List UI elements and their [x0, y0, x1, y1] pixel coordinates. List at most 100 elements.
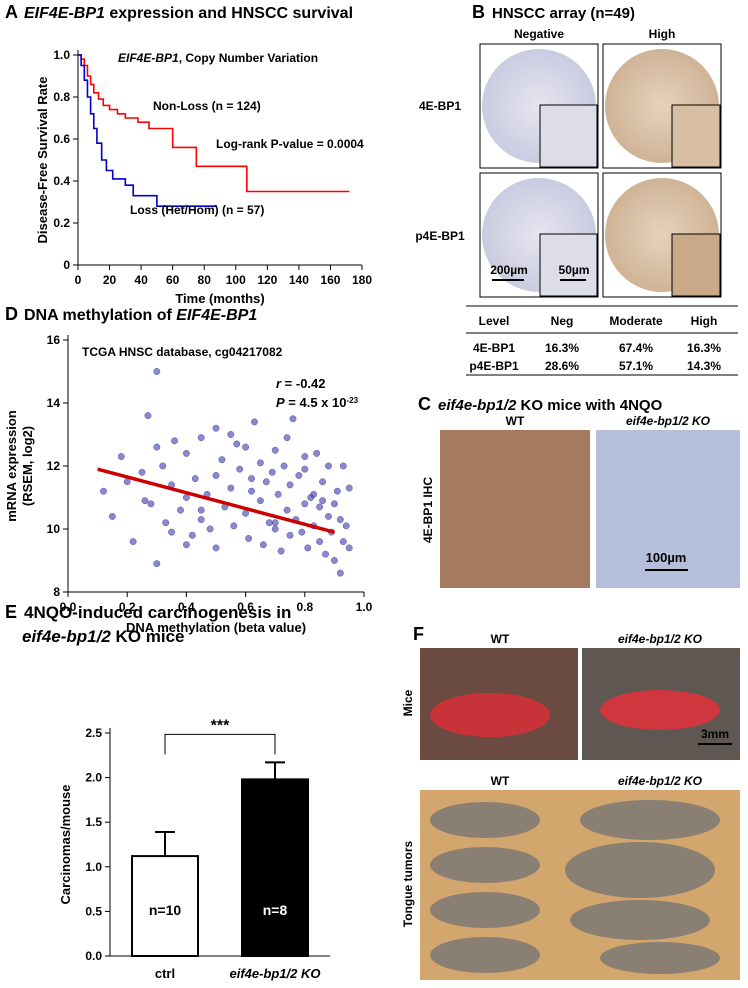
point — [259, 541, 267, 549]
annotation: Log-rank P-value = 0.0004 — [216, 137, 364, 151]
ihc-images — [440, 430, 740, 588]
panel-f-text: F WT eif4e-bp1/2 KO WT eif4e-bp1/2 KO Mi… — [401, 624, 729, 927]
x-tick-label: 0.4 — [178, 600, 195, 614]
point — [138, 468, 146, 476]
x-axis-label: DNA methylation (beta value) — [126, 620, 306, 635]
point — [283, 506, 291, 514]
column-label: WT — [506, 414, 525, 428]
y-tick-label: 1.0 — [85, 860, 102, 874]
survival-curve — [78, 54, 217, 207]
axes: 8 10 12 14 16 0.0 0.2 0.4 0.6 0.8 1.0 — [47, 333, 373, 614]
point — [153, 560, 161, 568]
text-part: eif4e-bp1/2 — [22, 627, 111, 646]
column-label: WT — [491, 774, 510, 788]
table-cell: 4E-BP1 — [473, 341, 515, 355]
table-header: Neg — [551, 314, 574, 328]
point — [319, 497, 327, 505]
point — [242, 509, 250, 517]
x-tick-label: 0.6 — [237, 600, 254, 614]
point — [212, 544, 220, 552]
text-part: EIF4E-BP1 — [176, 307, 257, 324]
x-tick-label: 160 — [320, 273, 340, 287]
point — [248, 475, 255, 483]
point — [304, 544, 312, 552]
panel-label: B — [472, 2, 485, 22]
chart-title: EIF4E-BP1 expression and HNSCC survival — [24, 5, 353, 22]
point — [197, 434, 205, 442]
text-part: -23 — [346, 396, 358, 405]
point — [129, 538, 137, 546]
text-part: eif4e-bp1/2 — [438, 397, 517, 414]
point — [295, 472, 303, 479]
panel-c-text: C eif4e-bp1/2 KO mice with 4NQO WT eif4e… — [418, 394, 711, 565]
x-tick-label: 0 — [75, 273, 82, 287]
point — [262, 478, 270, 486]
y-tick-label: 2.5 — [85, 726, 102, 740]
x-tick-label: 20 — [103, 273, 117, 287]
column-label: High — [649, 27, 676, 41]
point — [316, 538, 324, 546]
point — [227, 431, 235, 438]
y-tick-label: 0.6 — [53, 132, 70, 146]
subtitle: EIF4E-BP1, Copy Number Variation — [118, 51, 318, 65]
point — [274, 490, 282, 498]
point — [345, 544, 353, 552]
y-tick-label: 16 — [47, 333, 61, 347]
point — [286, 531, 294, 539]
x-tick-label: 140 — [289, 273, 309, 287]
y-tick-label: 1.5 — [85, 815, 102, 829]
panel-label: F — [413, 624, 424, 644]
y-tick-label: 10 — [47, 522, 61, 536]
y-tick-label: 0 — [63, 258, 70, 272]
point — [153, 443, 161, 451]
point — [212, 424, 220, 432]
point — [182, 449, 190, 457]
text-part: EIF4E-BP1 — [118, 51, 179, 65]
point — [313, 449, 321, 457]
point — [330, 500, 338, 508]
scale-bar-label: 50µm — [559, 263, 590, 277]
panel-b-text: B HNSCC array (n=49) Negative High 4E-BP… — [415, 2, 721, 373]
mouse-photos — [420, 648, 740, 980]
point — [336, 516, 344, 523]
point — [322, 550, 329, 558]
column-label: Negative — [514, 27, 564, 41]
table-cell: 67.4% — [619, 341, 653, 355]
significance: *** — [211, 717, 230, 734]
y-axis-label: Disease-Free Survival Rate — [35, 77, 50, 244]
point — [256, 459, 264, 467]
text-part: KO mice — [111, 627, 185, 646]
row-label: 4E-BP1 — [419, 99, 461, 113]
table-header: Moderate — [609, 314, 663, 328]
point — [206, 525, 214, 533]
point — [191, 475, 199, 483]
point — [342, 522, 350, 530]
x-tick-label: 120 — [257, 273, 277, 287]
tma-images — [466, 43, 738, 376]
x-tick-label: 40 — [134, 273, 148, 287]
point — [218, 456, 226, 464]
y-tick-label: 0.0 — [85, 949, 102, 963]
scale-bar-label: 200µm — [490, 263, 528, 277]
panel-label: A — [5, 2, 18, 22]
point — [319, 478, 327, 486]
series-label: Loss (Het/Hom) (n = 57) — [130, 203, 264, 217]
table-cell: p4E-BP1 — [469, 359, 519, 373]
point — [280, 462, 288, 470]
point — [162, 519, 170, 527]
point — [271, 446, 279, 454]
point — [117, 453, 125, 460]
x-tick-label: 180 — [352, 273, 372, 287]
point — [301, 453, 309, 460]
y-tick-label: 12 — [47, 459, 61, 473]
point — [197, 516, 205, 523]
y-tick-label: 14 — [47, 396, 61, 410]
row-label: p4E-BP1 — [415, 229, 465, 243]
table-cell: 28.6% — [545, 359, 579, 373]
column-label: eif4e-bp1/2 KO — [618, 774, 703, 788]
point — [236, 465, 244, 473]
x-tick-label: 0.0 — [60, 600, 77, 614]
panel-label: D — [5, 304, 18, 324]
point — [301, 465, 309, 473]
x-tick-label: 100 — [226, 273, 246, 287]
